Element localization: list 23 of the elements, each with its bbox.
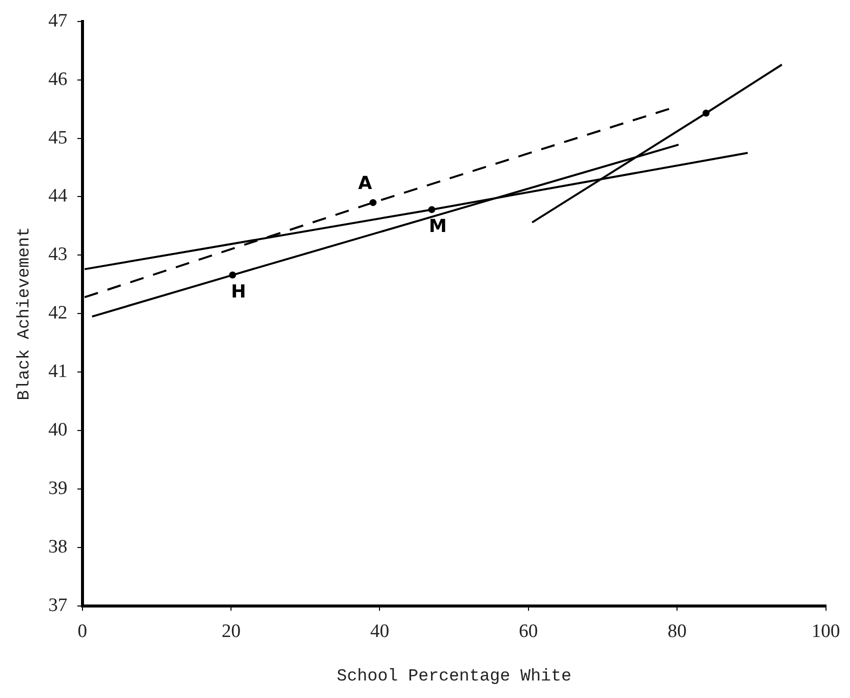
y-tick-label: 42 bbox=[48, 302, 68, 324]
y-tick-label: 41 bbox=[48, 361, 68, 382]
x-tick-label: 80 bbox=[668, 621, 687, 642]
x-axis-title: School Percentage White bbox=[336, 667, 572, 686]
y-tick-label: 43 bbox=[48, 244, 68, 266]
annotation: A bbox=[358, 173, 372, 194]
y-tick-label: 39 bbox=[48, 478, 68, 499]
x-tick-label: 20 bbox=[222, 621, 241, 642]
x-tick-label: 100 bbox=[812, 621, 840, 642]
annotation: M bbox=[428, 216, 447, 238]
y-tick-label: 44 bbox=[48, 186, 68, 207]
y-axis-title: Black Achievement bbox=[16, 226, 35, 400]
y-tick-label: 46 bbox=[48, 68, 68, 90]
y-tick-label: 45 bbox=[48, 127, 68, 148]
point bbox=[370, 199, 377, 206]
x-tick-label: 60 bbox=[518, 621, 538, 642]
y-tick-label: 38 bbox=[48, 536, 68, 558]
y-tick-label: 37 bbox=[48, 594, 68, 616]
y-tick-label: 40 bbox=[48, 419, 68, 440]
annotation: H bbox=[231, 282, 246, 303]
y-tick-label: 47 bbox=[48, 10, 68, 32]
x-tick-label: 40 bbox=[370, 621, 390, 642]
x-tick-label: 0 bbox=[78, 621, 88, 642]
